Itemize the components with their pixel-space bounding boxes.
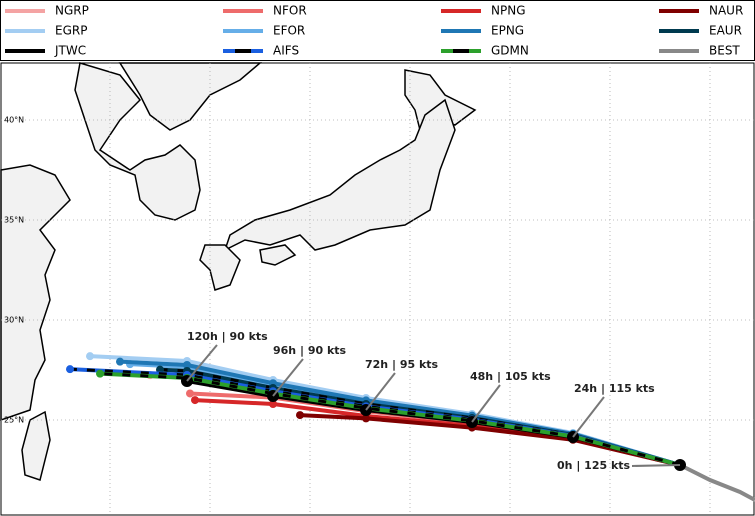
track-annotation: 96h | 90 kts <box>273 344 347 357</box>
legend-box <box>0 0 755 61</box>
honshu <box>223 98 456 252</box>
track-annotation: 48h | 105 kts <box>470 370 551 383</box>
track-point <box>191 396 199 405</box>
leader <box>365 372 396 411</box>
track-point <box>183 361 191 369</box>
track-annotation: 0h | 125 kts <box>557 459 631 472</box>
legend-label: NGRP <box>55 4 89 18</box>
lat-label: 35°N <box>4 216 24 225</box>
leader <box>631 464 681 467</box>
legend-label: EFOR <box>273 24 305 38</box>
legend-label: EPNG <box>491 24 524 38</box>
legend-label: AIFS <box>273 44 299 58</box>
shikoku <box>259 244 297 266</box>
taiwan <box>21 410 51 481</box>
map-frame <box>0 62 755 516</box>
legend-label: GDMN <box>491 44 529 58</box>
track-point <box>269 400 277 408</box>
lat-label: 40°N <box>4 116 24 125</box>
labels: 120h | 90 kts 96h | 90 kts 72h | 95 kts 48h… <box>186 329 681 474</box>
legend-label: EAUR <box>709 24 742 38</box>
lat-label: 25°N <box>4 416 24 425</box>
legend-label: NAUR <box>709 4 743 18</box>
leader <box>186 344 218 382</box>
legend-label: NFOR <box>273 4 307 18</box>
track-point <box>362 414 370 423</box>
track-point <box>66 365 74 374</box>
china <box>0 164 71 422</box>
legend-label: BEST <box>709 44 740 58</box>
kyushu <box>199 244 241 291</box>
korea-manchuria <box>74 62 201 221</box>
track-annotation: 72h | 95 kts <box>365 358 439 371</box>
leader <box>471 384 501 423</box>
track-point <box>116 357 124 366</box>
legend-label: EGRP <box>55 24 87 38</box>
track-point <box>86 352 94 361</box>
track-annotation: 120h | 90 kts <box>187 330 268 343</box>
leader <box>572 396 605 438</box>
leader <box>272 358 304 397</box>
track-annotation: 24h | 115 kts <box>574 382 655 395</box>
track-point <box>296 411 304 420</box>
best-track <box>679 463 755 502</box>
track-point <box>96 369 104 378</box>
map <box>0 62 755 516</box>
lat-label: 30°N <box>4 316 24 325</box>
track-point <box>186 389 194 398</box>
legend-label: JTWC <box>54 44 86 58</box>
legend-label: NPNG <box>491 4 526 18</box>
